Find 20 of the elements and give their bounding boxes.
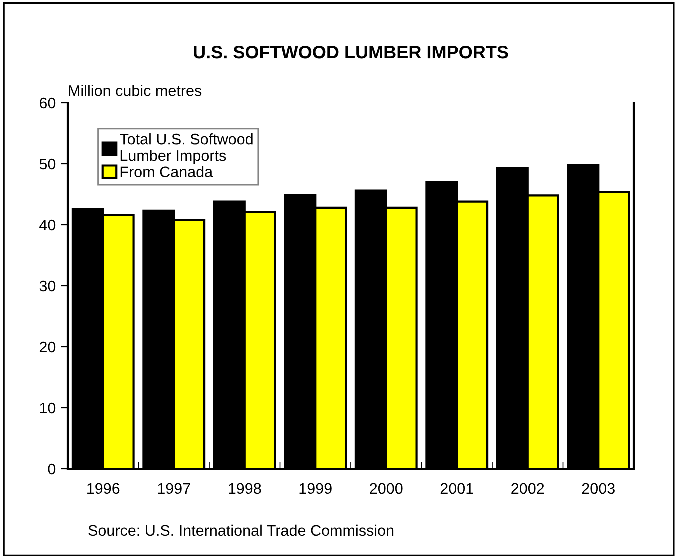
source-note: Source: U.S. International Trade Commission — [88, 524, 394, 536]
x-tick-label: 2003 — [582, 483, 615, 494]
y-tick-label: 60 — [40, 98, 56, 109]
y-tick-label: 20 — [40, 342, 56, 353]
x-tick-label: 1999 — [300, 483, 332, 494]
legend-label: From Canada — [120, 166, 214, 178]
legend-label: Total U.S. Softwood Lumber Imports — [120, 134, 253, 164]
x-tick-label: 1997 — [158, 483, 190, 494]
chart-title: U.S. SOFTWOOD LUMBER IMPORTS — [194, 46, 508, 59]
y-tick-label: 40 — [40, 220, 56, 231]
y-axis-title: Million cubic metres — [69, 85, 202, 96]
x-tick-label: 1996 — [88, 483, 120, 494]
y-tick-label: 30 — [40, 280, 56, 292]
x-tick-label: 2001 — [440, 483, 474, 494]
y-tick-label: 10 — [40, 402, 56, 414]
y-tick-label: 50 — [40, 158, 56, 170]
y-tick-label: 0 — [48, 464, 56, 475]
x-tick-label: 2002 — [512, 483, 544, 494]
x-tick-label: 1998 — [229, 483, 262, 494]
x-tick-label: 2000 — [370, 483, 403, 494]
